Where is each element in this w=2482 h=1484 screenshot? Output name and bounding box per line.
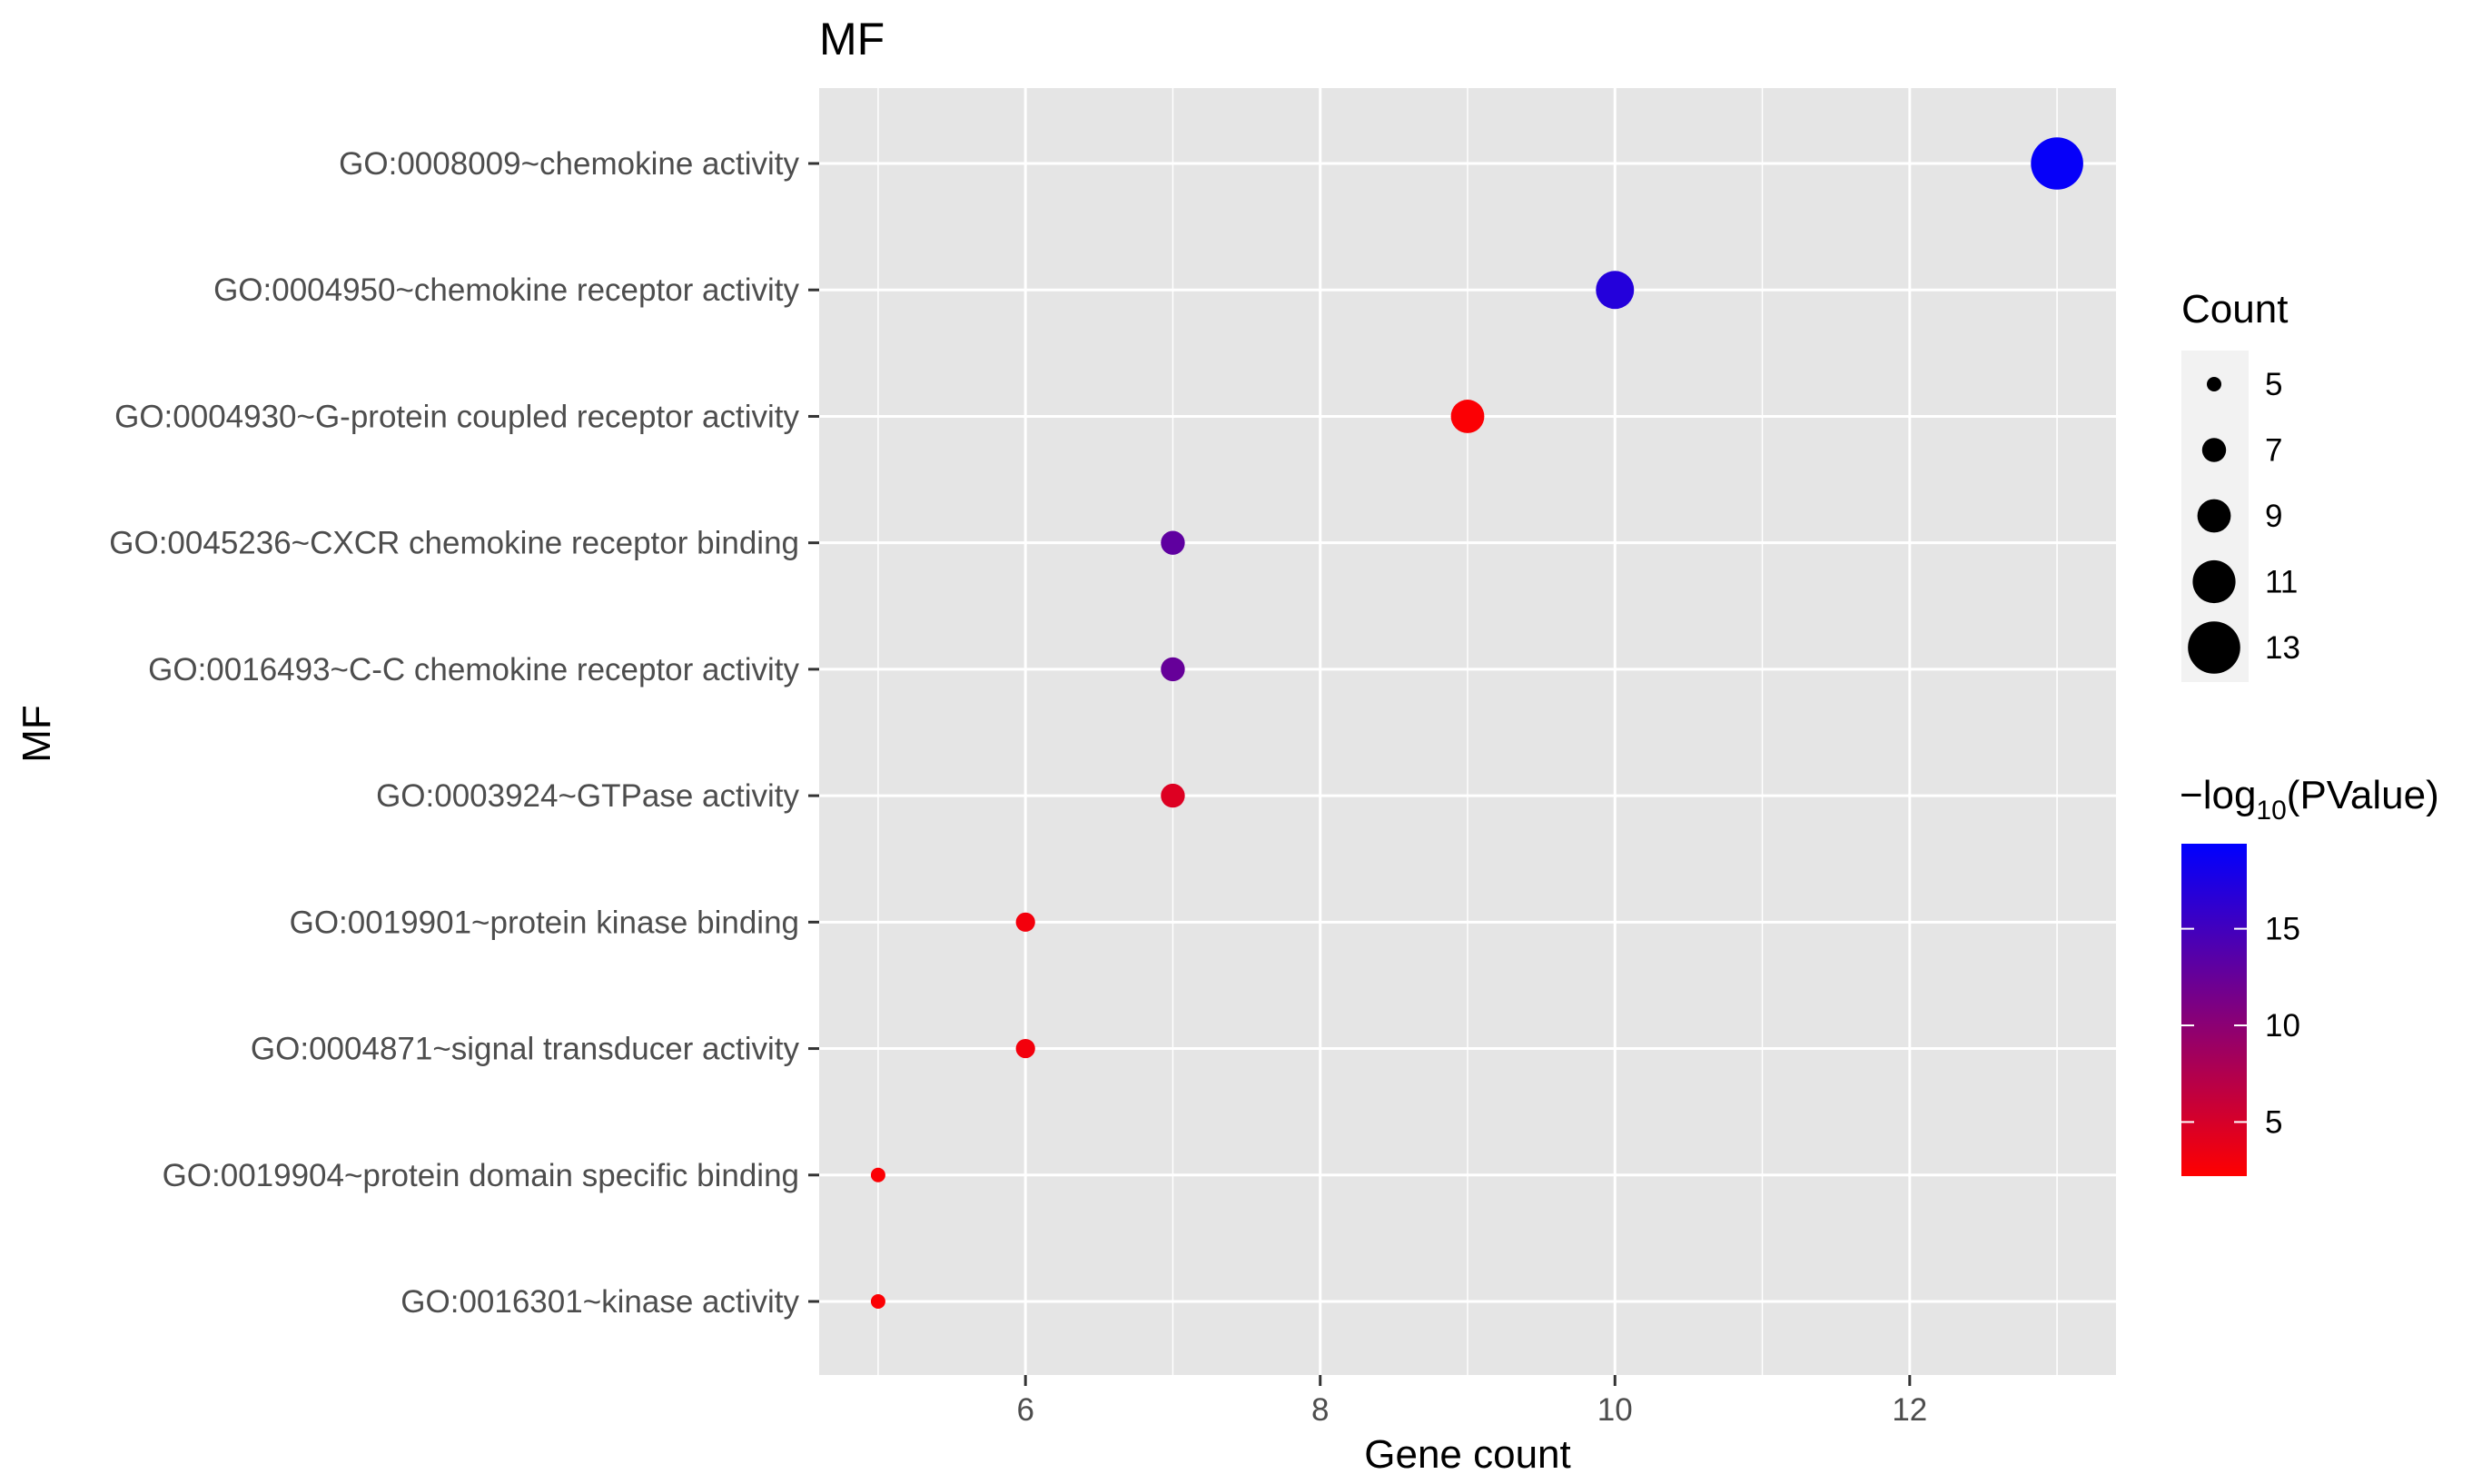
data-point: [1596, 271, 1635, 310]
color-legend-title-prefix: −log: [2180, 773, 2256, 817]
y-tick-label: GO:0004950~chemokine receptor activity: [213, 272, 799, 308]
colorbar: [2181, 844, 2247, 1176]
size-legend-label: 9: [2265, 499, 2282, 534]
y-tick-label: GO:0045236~CXCR chemokine receptor bindi…: [109, 526, 799, 561]
size-legend-label: 7: [2265, 433, 2282, 469]
x-tick-label: 10: [1597, 1392, 1633, 1428]
data-point: [1015, 912, 1035, 932]
y-tick-label: GO:0004871~signal transducer activity: [251, 1032, 800, 1067]
size-legend-label: 5: [2265, 367, 2282, 402]
x-axis-title: Gene count: [1364, 1432, 1571, 1477]
x-tick-label: 6: [1016, 1392, 1033, 1428]
size-legend-key: [2201, 438, 2227, 462]
size-legend-key: [2192, 559, 2236, 604]
color-legend-title: −log10(PValue): [2180, 773, 2439, 826]
size-legend-key: [2197, 499, 2231, 533]
y-axis-title: MF: [15, 705, 59, 763]
colorbar-tick-label: 10: [2265, 1008, 2300, 1044]
data-point: [2031, 137, 2083, 190]
data-point: [1015, 1038, 1035, 1059]
size-legend-title: Count: [2181, 287, 2288, 331]
x-tick-label: 12: [1892, 1392, 1927, 1428]
y-tick-label: GO:0016301~kinase activity: [400, 1284, 799, 1320]
data-point: [1161, 657, 1185, 682]
colorbar-tick-label: 15: [2265, 912, 2300, 947]
colorbar-tick-label: 5: [2265, 1104, 2282, 1140]
color-legend-title-sub: 10: [2256, 796, 2286, 826]
size-legend-key: [2188, 621, 2240, 674]
points-layer: [870, 137, 2083, 1309]
size-legend-label: 13: [2265, 630, 2300, 666]
y-axis: GO:0008009~chemokine activity GO:0004950~…: [109, 146, 819, 1320]
data-point: [1450, 400, 1485, 433]
y-tick-label: GO:0019901~protein kinase binding: [290, 905, 799, 940]
data-point: [870, 1294, 885, 1309]
size-legend-items: 5 7 9 11 13: [2188, 367, 2300, 674]
colorbar-ticks: 5 10 15: [2181, 912, 2300, 1140]
y-tick-label: GO:0008009~chemokine activity: [339, 146, 799, 182]
color-legend-title-suffix: (PValue): [2287, 773, 2439, 817]
size-legend: Count 5 7 9 11 13: [2181, 287, 2300, 682]
data-point: [1161, 783, 1185, 808]
x-axis: 6 8 10 12: [1016, 1375, 1927, 1428]
y-tick-label: GO:0003924~GTPase activity: [376, 778, 799, 814]
size-legend-key: [2207, 377, 2221, 391]
chart-title: MF: [819, 14, 885, 64]
y-tick-label: GO:0004930~G-protein coupled receptor ac…: [114, 399, 799, 434]
size-legend-label: 11: [2265, 565, 2298, 600]
minor-grid: [877, 88, 2058, 1375]
data-point: [870, 1167, 885, 1182]
y-tick-label: GO:0019904~protein domain specific bindi…: [163, 1158, 799, 1193]
data-point: [1161, 530, 1185, 555]
x-tick-label: 8: [1311, 1392, 1329, 1428]
y-tick-label: GO:0016493~C-C chemokine receptor activi…: [148, 652, 799, 688]
